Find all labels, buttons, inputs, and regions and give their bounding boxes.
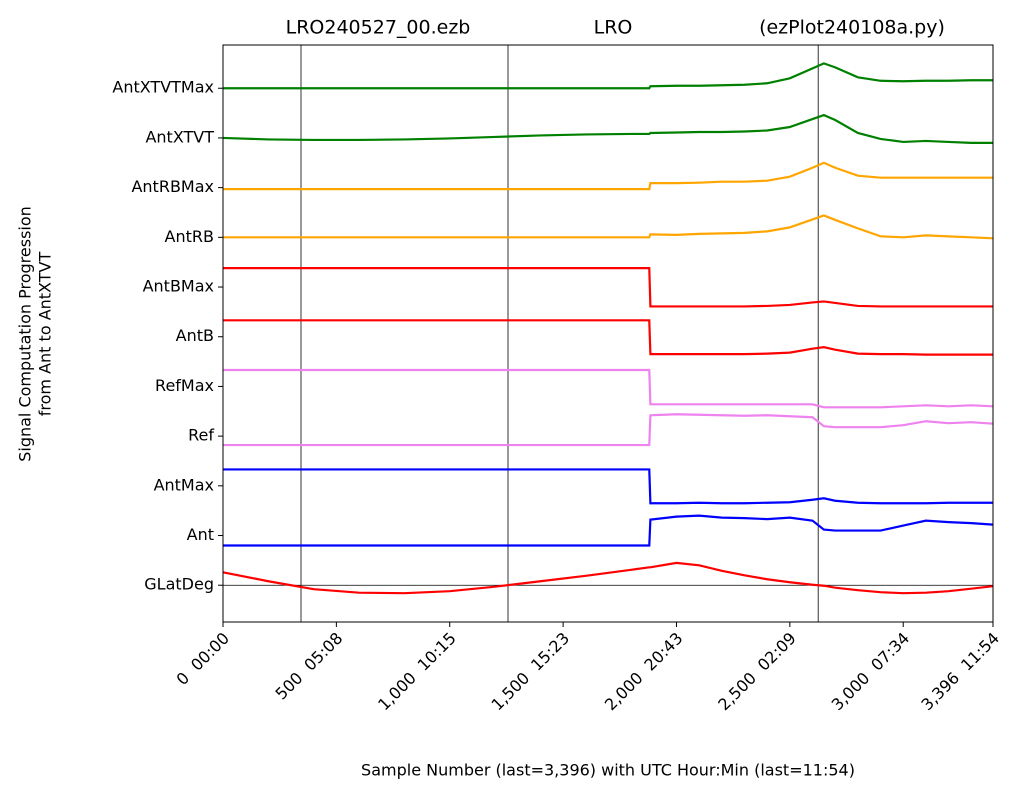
y-tick-label: AntB xyxy=(176,326,214,345)
x-tick-label: 1,000 10:15 xyxy=(374,629,460,715)
series-line xyxy=(223,267,993,308)
series-line xyxy=(223,62,993,90)
x-tick-label: 2,000 20:43 xyxy=(601,629,687,715)
plot-frame xyxy=(222,44,994,623)
y-tick-label: AntBMax xyxy=(143,277,214,296)
series-line xyxy=(223,161,993,191)
x-tick-label: 3,000 07:34 xyxy=(828,629,914,715)
x-tick-label: 1,500 15:23 xyxy=(487,629,573,715)
y-tick-label: AntXTVT xyxy=(145,127,214,146)
series-line xyxy=(223,514,994,547)
series-line xyxy=(222,113,993,145)
series-line xyxy=(223,368,994,409)
y-tick-label: Ref xyxy=(188,426,214,445)
y-tick-label: AntRBMax xyxy=(131,177,214,196)
series-line xyxy=(222,561,994,595)
x-tick-label: 2,500 02:09 xyxy=(714,629,800,715)
series-line xyxy=(223,468,993,505)
chart-title: LRO xyxy=(594,17,633,39)
y-tick-label: AntRB xyxy=(165,227,214,246)
y-axis-label: from Ant to AntXTVT xyxy=(36,252,55,417)
series-line xyxy=(223,413,994,447)
y-tick-label: AntXTVTMax xyxy=(112,78,214,97)
x-axis-label: Sample Number (last=3,396) with UTC Hour… xyxy=(361,761,855,780)
series-line xyxy=(223,319,993,356)
y-tick-label: Ant xyxy=(187,525,214,544)
y-axis-label: Signal Computation Progression xyxy=(16,206,35,462)
series-line xyxy=(223,214,994,240)
title-right: (ezPlot240108a.py) xyxy=(759,17,945,39)
x-tick-label: 0 00:00 xyxy=(173,629,233,689)
x-tick-label: 500 05:08 xyxy=(272,629,347,704)
title-left: LRO240527_00.ezb xyxy=(286,17,471,39)
y-tick-label: AntMax xyxy=(154,475,214,494)
x-tick-label: 3,396 11:54 xyxy=(917,629,1003,715)
y-tick-label: RefMax xyxy=(155,376,214,395)
y-tick-label: GLatDeg xyxy=(144,575,214,594)
